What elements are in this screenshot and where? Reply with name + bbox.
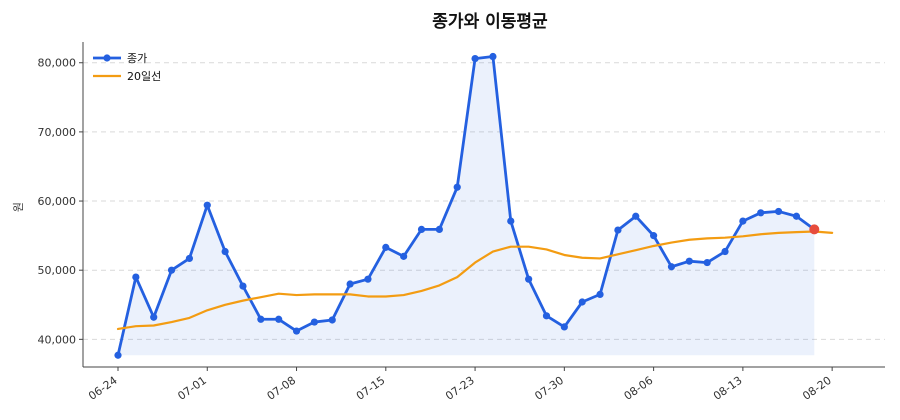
data-point <box>632 212 640 220</box>
data-point <box>525 275 533 283</box>
data-point <box>310 318 318 326</box>
data-point <box>400 252 408 260</box>
y-tick-label: 50,000 <box>38 264 77 277</box>
data-point <box>703 258 711 267</box>
legend: 종가 20일선 <box>93 52 161 83</box>
x-tick-label: 08-20 <box>800 374 834 403</box>
y-tick-label: 40,000 <box>38 333 77 346</box>
data-point <box>346 280 354 288</box>
series-line <box>116 55 816 357</box>
x-tick-label: 07-08 <box>265 374 299 403</box>
data-point <box>560 323 568 331</box>
data-point <box>167 266 176 274</box>
data-point <box>792 212 801 220</box>
data-point <box>150 313 158 321</box>
data-point <box>257 315 265 323</box>
series-layer <box>114 52 834 359</box>
data-point <box>542 312 551 320</box>
data-point <box>614 226 622 234</box>
y-axis-label: 원 <box>12 202 25 212</box>
data-point <box>739 217 747 225</box>
y-tick-label: 80,000 <box>38 57 77 70</box>
data-point <box>203 201 211 209</box>
data-point <box>507 217 515 225</box>
data-point <box>435 225 443 233</box>
data-point <box>453 183 461 191</box>
x-tick-label: 08-13 <box>711 374 745 403</box>
data-point <box>471 54 479 63</box>
data-point <box>328 316 336 324</box>
x-tick-label: 06-24 <box>86 374 120 403</box>
data-point <box>185 254 194 263</box>
data-point <box>382 243 390 251</box>
data-point <box>650 232 658 240</box>
legend-marker <box>103 54 111 62</box>
data-point <box>275 315 283 323</box>
legend-label: 종가 <box>127 52 147 65</box>
x-tick-label: 07-01 <box>175 374 209 403</box>
data-point <box>596 290 604 298</box>
y-tick-label: 60,000 <box>38 195 77 208</box>
data-point <box>292 327 301 335</box>
area-fill-layer <box>118 56 815 356</box>
x-tick-label: 07-15 <box>354 374 388 403</box>
series-line <box>116 230 834 331</box>
data-point <box>774 207 783 216</box>
data-point <box>667 263 676 271</box>
data-point <box>364 275 372 283</box>
legend-label: 20일선 <box>127 69 161 83</box>
data-point <box>132 273 140 281</box>
grid-lines <box>83 62 885 340</box>
chart-title: 종가와 이동평균 <box>432 12 548 32</box>
area-fill <box>118 56 815 356</box>
data-point <box>685 257 693 265</box>
data-point <box>721 247 729 256</box>
data-point <box>578 298 586 306</box>
data-point <box>239 282 247 290</box>
data-point <box>114 351 122 359</box>
data-point <box>489 52 497 61</box>
x-tick-label: 07-30 <box>532 374 566 403</box>
x-tick-label: 07-23 <box>443 374 477 403</box>
y-tick-label: 70,000 <box>38 126 77 139</box>
data-point <box>221 247 229 256</box>
last-point-highlight <box>809 224 820 235</box>
data-point <box>417 225 426 233</box>
data-point <box>757 209 765 217</box>
x-tick-label: 08-06 <box>622 374 656 403</box>
